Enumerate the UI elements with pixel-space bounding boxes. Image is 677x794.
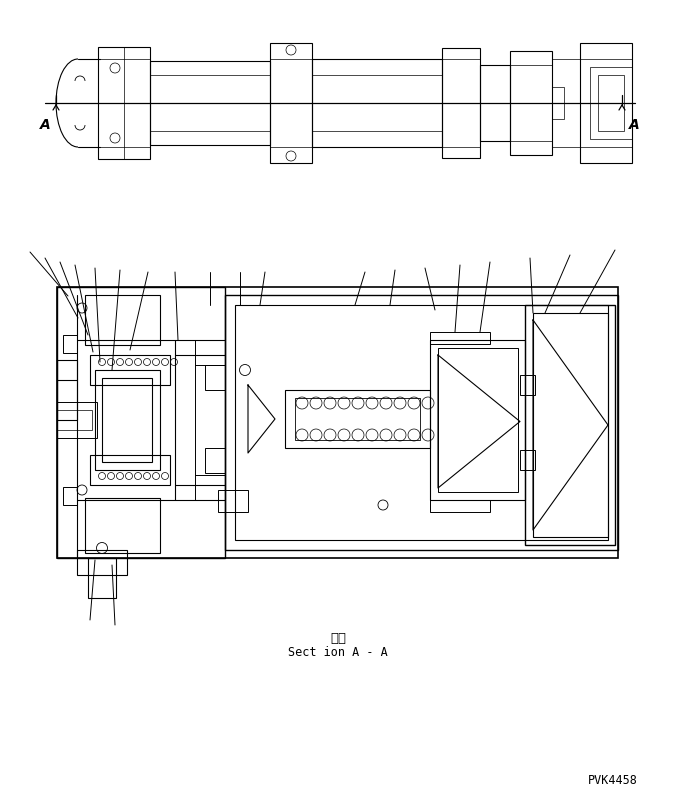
Bar [205,448,225,473]
Text: A: A [629,118,639,132]
Bar [480,65,510,141]
Bar [88,558,116,598]
Bar [430,332,490,344]
Bar [85,295,160,345]
Bar [95,370,160,470]
Bar [590,67,632,139]
Bar [57,287,618,558]
Bar [285,390,430,448]
Bar [552,87,564,119]
Bar [85,498,160,553]
Bar [57,287,225,558]
Bar [63,487,77,505]
Bar [442,48,480,158]
Bar [102,378,152,462]
Bar [77,550,127,575]
Bar [510,51,552,155]
Bar [63,335,77,353]
Bar [270,43,312,163]
Bar [525,305,615,545]
Bar [57,360,77,420]
Bar [295,398,420,440]
Text: PVK4458: PVK4458 [588,773,638,787]
Bar [57,410,92,430]
Bar [520,450,535,470]
Bar [580,43,632,163]
Bar [312,59,442,147]
Bar [520,375,535,395]
Bar [205,365,225,390]
Bar [225,295,618,550]
Bar [98,47,150,159]
Text: A: A [40,118,50,132]
Text: 断面: 断面 [330,631,346,645]
Bar [90,455,170,485]
Bar [430,340,525,500]
Bar [57,402,97,438]
Text: Sect ion A - A: Sect ion A - A [288,646,388,658]
Bar [533,313,608,537]
Bar [430,500,490,512]
Bar [598,75,624,131]
Bar [218,490,248,512]
Bar [150,61,270,145]
Bar [90,355,170,385]
Bar [438,348,518,492]
Bar [235,305,608,540]
